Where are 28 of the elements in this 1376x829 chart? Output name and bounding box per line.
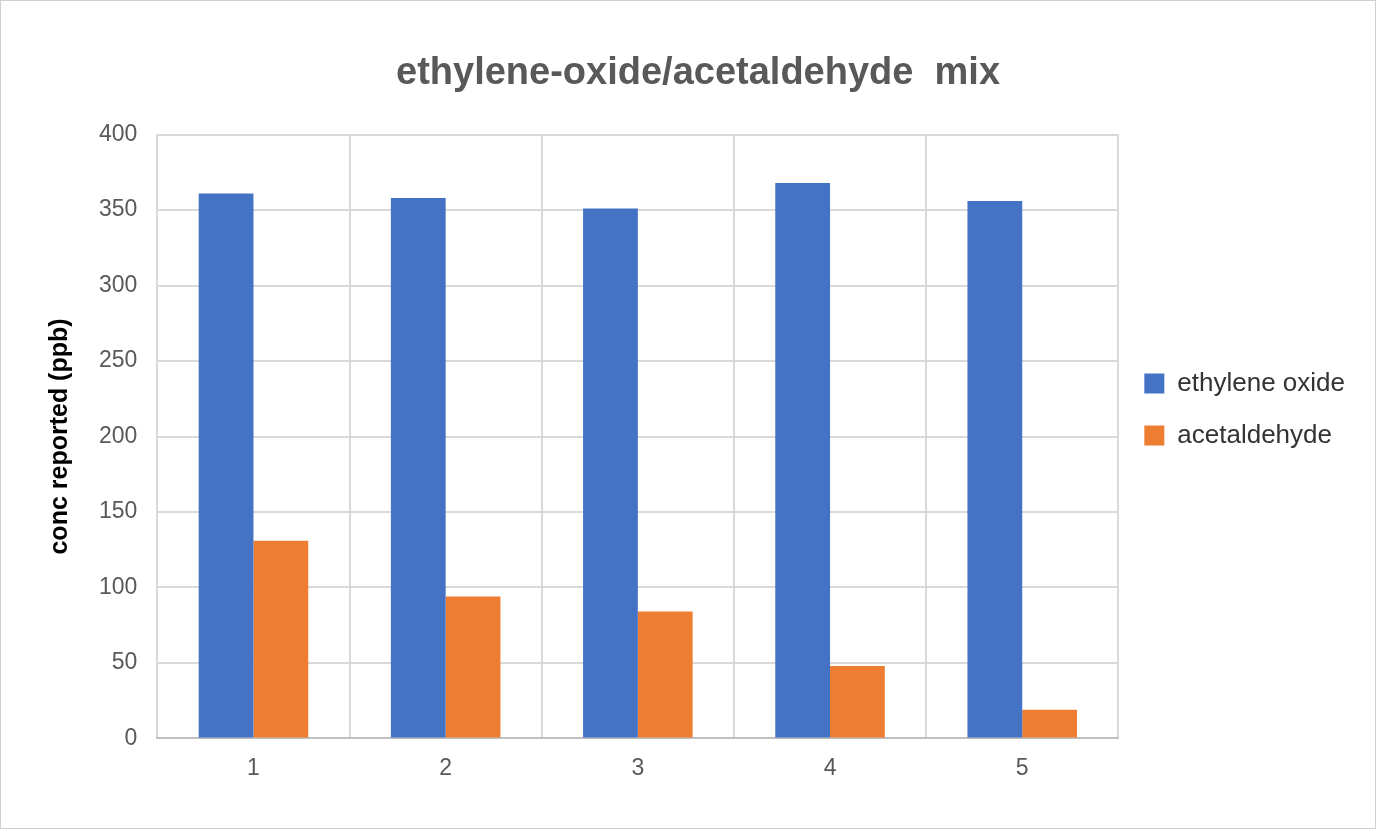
bar [1022, 709, 1077, 738]
y-tick-label: 300 [99, 270, 138, 297]
y-tick-label: 250 [99, 346, 138, 373]
y-tick-label: 100 [99, 572, 138, 599]
bar [583, 208, 638, 738]
bar [198, 193, 254, 738]
y-tick-label: 0 [124, 723, 138, 750]
legend-label: acetaldehyde [1177, 418, 1333, 449]
x-tick-label: 2 [439, 753, 453, 780]
x-tick-label: 4 [823, 753, 837, 780]
legend-label: ethylene oxide [1177, 366, 1346, 397]
bar [637, 611, 693, 738]
x-tick-label: 5 [1015, 753, 1029, 780]
bar [253, 540, 309, 738]
chart-title: ethylene-oxide/acetaldehyde mix [395, 50, 1001, 93]
bar [967, 201, 1023, 738]
bar [445, 596, 501, 738]
y-tick-label: 400 [99, 119, 138, 146]
y-tick-label: 50 [111, 648, 138, 675]
bar [390, 198, 446, 738]
x-tick-label: 3 [631, 753, 645, 780]
bar [775, 182, 831, 738]
y-tick-label: 200 [99, 421, 138, 448]
y-tick-label: 150 [99, 497, 138, 524]
x-tick-label: 1 [247, 753, 260, 780]
y-tick-label: 350 [99, 195, 138, 222]
bar [830, 665, 885, 738]
y-axis-title: conc reported (ppb) [43, 318, 72, 555]
